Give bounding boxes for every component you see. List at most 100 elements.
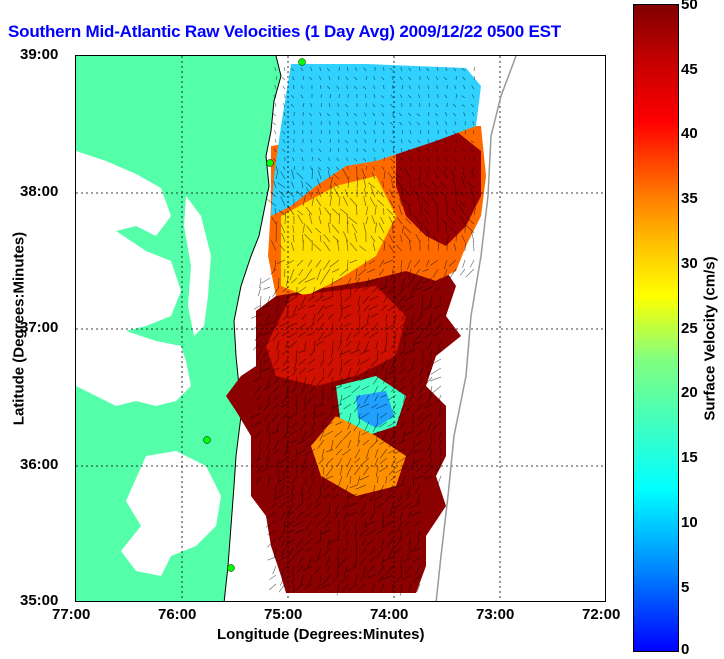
velocity-arrow — [280, 394, 289, 404]
velocity-arrow — [284, 268, 286, 278]
velocity-arrow — [293, 358, 298, 371]
velocity-arrow — [452, 178, 457, 189]
velocity-arrow — [373, 94, 376, 99]
velocity-arrow — [304, 583, 313, 589]
velocity-arrow — [374, 367, 379, 376]
velocity-arrow — [256, 466, 262, 474]
velocity-arrow — [403, 349, 415, 355]
velocity-arrow — [365, 520, 367, 529]
velocity-arrow — [302, 129, 304, 135]
speed-region-blue-mid — [356, 391, 394, 428]
velocity-arrow — [438, 439, 442, 448]
velocity-arrow — [472, 130, 475, 135]
velocity-arrow — [423, 466, 433, 475]
velocity-arrow — [362, 176, 367, 189]
velocity-arrow — [365, 94, 367, 99]
velocity-arrow — [406, 403, 415, 411]
velocity-arrow — [421, 196, 430, 207]
velocity-arrow — [273, 394, 280, 401]
velocity-arrow — [387, 304, 397, 312]
velocity-arrow — [283, 430, 289, 440]
velocity-arrow — [346, 214, 349, 225]
x-tick-label: 76:00 — [158, 606, 197, 623]
velocity-arrow — [347, 565, 358, 572]
velocity-arrow — [283, 112, 286, 117]
velocity-arrow — [308, 529, 313, 537]
velocity-arrow — [300, 148, 304, 153]
velocity-arrow — [388, 244, 394, 252]
velocity-arrow — [279, 574, 286, 586]
velocity-arrow — [388, 439, 397, 448]
velocity-arrow — [388, 367, 397, 375]
velocity-arrow — [375, 502, 385, 509]
velocity-arrow — [274, 103, 277, 108]
velocity-arrow — [319, 574, 322, 583]
velocity-arrow — [426, 171, 430, 180]
velocity-arrow — [346, 457, 352, 467]
velocity-arrow — [298, 358, 307, 366]
velocity-arrow — [436, 85, 439, 90]
velocity-arrow — [379, 583, 385, 593]
colorbar-tick: 0 — [681, 641, 690, 658]
velocity-arrow — [452, 131, 457, 135]
velocity-arrow — [372, 421, 379, 432]
velocity-arrow — [317, 187, 322, 198]
velocity-arrow — [379, 259, 385, 268]
velocity-arrow — [361, 430, 370, 436]
velocity-arrow — [390, 94, 394, 99]
velocity-arrow — [363, 304, 370, 312]
velocity-arrow — [437, 340, 442, 350]
velocity-arrow — [416, 421, 424, 426]
velocity-arrow — [439, 191, 448, 198]
velocity-arrow — [320, 130, 322, 135]
velocity-arrow — [317, 547, 322, 559]
velocity-arrow — [372, 242, 376, 252]
velocity-arrow — [254, 385, 262, 395]
velocity-arrow — [416, 313, 424, 322]
velocity-arrow — [305, 448, 316, 456]
velocity-arrow — [263, 412, 271, 421]
velocity-arrow — [431, 358, 442, 365]
velocity-arrow — [387, 421, 397, 427]
velocity-arrow — [281, 349, 289, 355]
velocity-arrow — [288, 340, 298, 349]
velocity-arrow — [300, 85, 304, 90]
velocity-arrow — [290, 493, 295, 502]
velocity-arrow — [292, 234, 295, 243]
velocity-arrow — [336, 85, 340, 90]
velocity-arrow — [318, 148, 322, 153]
velocity-arrow — [382, 376, 388, 384]
colorbar — [633, 4, 679, 652]
velocity-arrow — [431, 181, 439, 189]
velocity-arrow — [413, 538, 421, 550]
velocity-arrow — [321, 529, 331, 535]
velocity-arrow — [363, 394, 370, 404]
velocity-arrow — [266, 448, 271, 461]
velocity-arrow — [362, 565, 367, 576]
velocity-arrow — [333, 385, 343, 390]
chesapeake-bay — [76, 151, 211, 406]
velocity-arrow — [323, 259, 331, 270]
velocity-arrow — [385, 367, 388, 378]
velocity-arrow — [354, 139, 358, 144]
velocity-arrow — [302, 103, 305, 108]
velocity-arrow — [340, 349, 352, 356]
velocity-arrow — [349, 259, 358, 264]
velocity-arrow — [386, 208, 394, 216]
velocity-arrow — [305, 181, 313, 189]
velocity-arrow — [322, 349, 325, 359]
velocity-arrow — [424, 331, 433, 340]
velocity-map — [76, 56, 605, 601]
velocity-arrow — [407, 484, 412, 496]
velocity-arrow — [444, 94, 448, 99]
velocity-arrow — [338, 94, 341, 99]
map-plot-area[interactable] — [75, 55, 606, 602]
x-tick-label: 77:00 — [52, 606, 91, 623]
velocity-arrow — [369, 556, 376, 563]
velocity-arrow — [365, 166, 368, 171]
velocity-arrow — [409, 180, 412, 189]
velocity-arrow — [467, 181, 475, 189]
velocity-arrow — [305, 187, 313, 198]
velocity-arrow — [338, 313, 343, 322]
velocity-arrow — [368, 304, 379, 311]
